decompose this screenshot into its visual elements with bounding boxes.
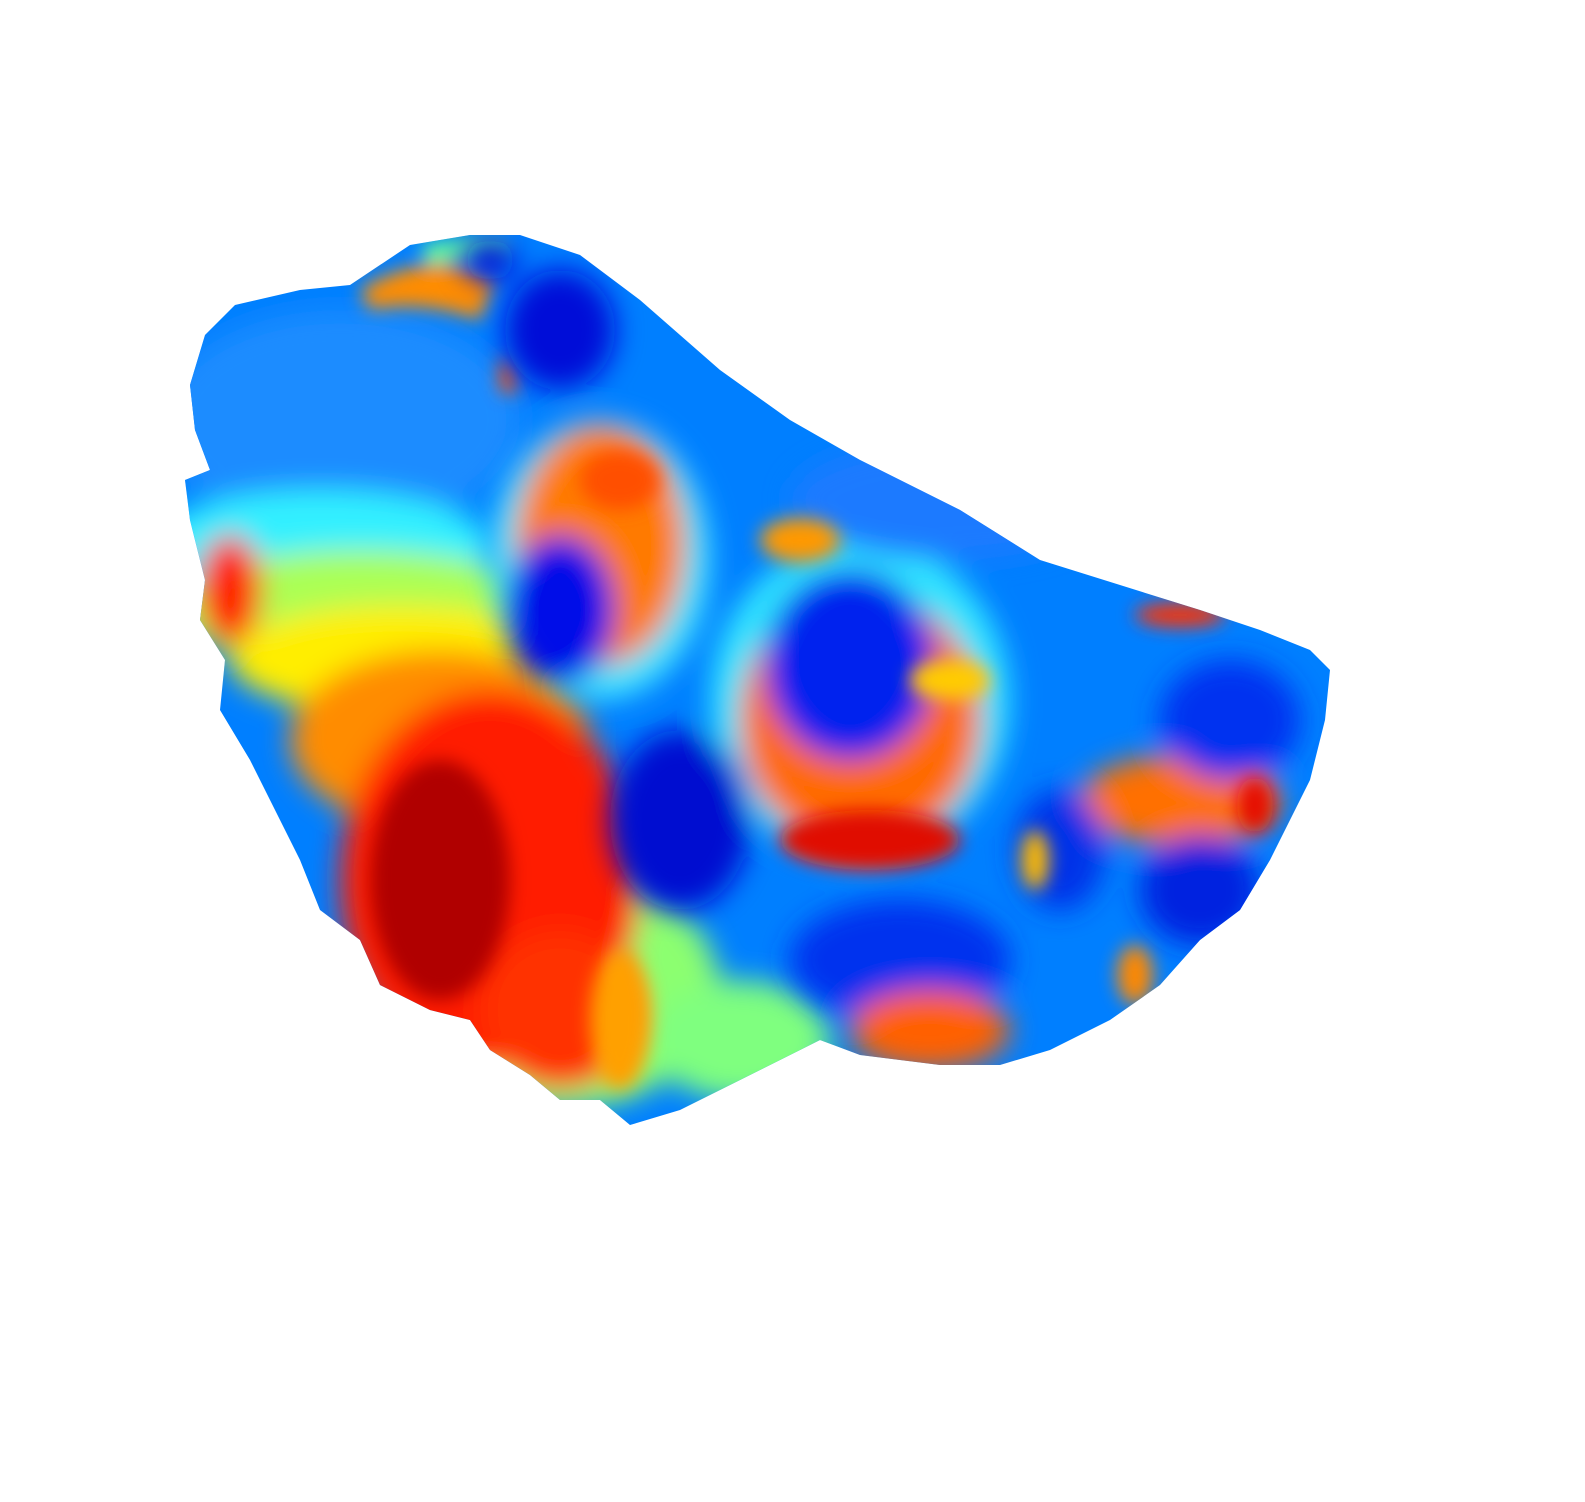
spot-dark-blue-lower (610, 730, 750, 910)
arc-top-orange (360, 264, 495, 320)
spot-orange-bottom (850, 990, 1010, 1070)
surface-mesh (185, 235, 1330, 1125)
region-red-left (198, 535, 262, 645)
region-dark-red (370, 760, 510, 1000)
spot-dark-blue-mid (505, 535, 615, 685)
region-green-bottom (650, 980, 830, 1100)
spot-dark-blue-top (505, 270, 615, 390)
region-upper-left (185, 310, 520, 530)
spot-dark-blue-center (765, 570, 935, 760)
spot-orange-small (760, 518, 840, 562)
